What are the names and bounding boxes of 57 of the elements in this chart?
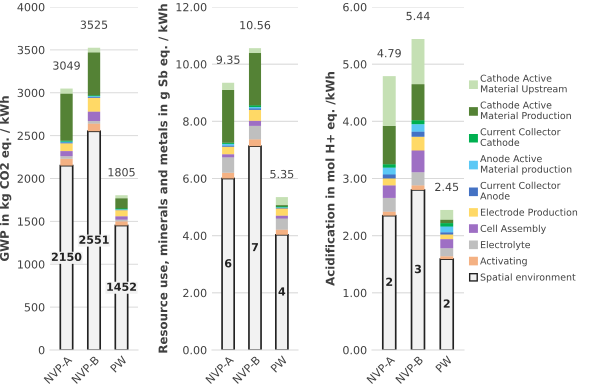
y-tick-label: 4.00 xyxy=(342,117,366,126)
data-label: 2150 xyxy=(52,252,82,262)
y-axis-title: Resource use, minerals and metals in g Sb eq. / kWh xyxy=(158,4,170,353)
y-tick-label: 10.00 xyxy=(176,60,206,69)
legend-label: Activating xyxy=(480,257,527,266)
legend-label: Anode Active Material production xyxy=(480,154,572,175)
y-tick-label: 3500 xyxy=(18,46,44,54)
total-label: 3525 xyxy=(80,20,108,29)
y-tick-label: 2500 xyxy=(18,132,44,140)
y-tick-label: 8.00 xyxy=(183,117,206,126)
legend-label: Spatial environment xyxy=(480,273,576,283)
data-label: 6 xyxy=(224,259,232,268)
y-tick-label: 4.00 xyxy=(182,232,206,240)
total-label: 10.56 xyxy=(240,20,270,30)
legend-label: Cell Assembly xyxy=(480,224,546,234)
data-label: 2 xyxy=(386,278,392,286)
y-tick-label: 0 xyxy=(38,346,44,354)
legend-label: Current Collector Anode xyxy=(480,182,561,200)
legend-label: Electrode Production xyxy=(480,208,578,216)
x-tick-label: PW xyxy=(270,355,288,373)
legend-label: Cathode Active Material Upstream xyxy=(480,74,567,94)
total-label: 2.45 xyxy=(435,182,458,192)
y-tick-label: 4000 xyxy=(17,2,44,12)
y-tick-label: 3000 xyxy=(18,88,44,98)
y-axis-title: GWP in kg CO2 eq. / kWh xyxy=(0,96,12,262)
legend-label: Cathode Active Material Production xyxy=(480,101,571,120)
y-tick-label: 0.00 xyxy=(343,346,366,354)
y-tick-label: 2.00 xyxy=(183,288,206,298)
data-label: 4 xyxy=(278,287,286,296)
x-tick-label: PW xyxy=(435,355,452,373)
y-tick-label: 0.00 xyxy=(183,346,206,354)
legend-label: Current Collector Cathode xyxy=(480,128,561,146)
total-label: 3049 xyxy=(53,61,80,70)
y-tick-label: 1500 xyxy=(18,217,44,226)
y-axis-title: Acidification in mol H+ eq. /kWh xyxy=(325,72,337,286)
total-label: 1805 xyxy=(108,168,135,176)
y-tick-label: 5.00 xyxy=(343,60,366,69)
total-label: 5.44 xyxy=(406,12,430,20)
y-tick-label: 2000 xyxy=(18,174,44,183)
data-label: 1452 xyxy=(107,282,136,291)
data-label: 3 xyxy=(414,264,421,274)
y-tick-label: 500 xyxy=(24,303,44,312)
y-tick-label: 12.00 xyxy=(176,2,206,12)
total-label: 5.35 xyxy=(270,170,294,178)
y-tick-label: 6.00 xyxy=(183,174,206,183)
y-tick-label: 1.00 xyxy=(344,288,366,298)
y-tick-label: 3.00 xyxy=(343,174,366,183)
data-label: 2 xyxy=(444,299,450,308)
x-tick-label: PW xyxy=(110,355,128,373)
y-tick-label: 6.00 xyxy=(343,2,366,12)
total-label: 9.35 xyxy=(216,56,240,64)
y-tick-label: 2.00 xyxy=(343,232,366,240)
total-label: 4.79 xyxy=(377,48,401,58)
y-tick-label: 1000 xyxy=(18,260,44,269)
legend-label: Electrolyte xyxy=(480,240,530,250)
data-label: 7 xyxy=(252,243,258,252)
data-label: 2551 xyxy=(79,235,109,244)
